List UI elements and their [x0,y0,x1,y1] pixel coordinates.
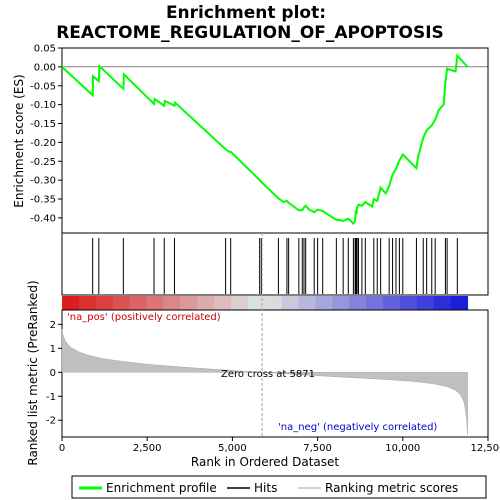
color-bar-segment [197,296,214,310]
legend-label-enrichment-profile: Enrichment profile [106,481,217,495]
color-bar-segment [96,296,113,310]
x-ticks: 0 2,500 5,000 7,500 10,000 12,500 [59,437,500,454]
rank-y-tick-label: 1 [50,344,56,355]
color-bar-segment [332,296,349,310]
zero-cross-label: Zero cross at 5871 [221,369,315,380]
x-tick-label: 0 [59,443,65,454]
x-axis-label: Rank in Ordered Dataset [191,455,339,469]
color-bar-segment [265,296,282,310]
x-tick-label: 12,500 [471,443,500,454]
legend-label-ranking-metric-scores: Ranking metric scores [325,481,458,495]
color-bar-segment [349,296,366,310]
es-y-tick-label: -0.10 [30,100,56,111]
color-bar-segment [180,296,197,310]
x-tick-label: 7,500 [303,443,332,454]
color-bar-segment [434,296,451,310]
color-bar-segment [451,296,468,310]
color-bar-segment [146,296,163,310]
es-y-ticks: 0.05 0.00 -0.05 -0.10 -0.15 -0.20 -0.25 -0.30 -0… [30,44,62,225]
hits-panel-frame [62,233,488,295]
color-bar-segment [248,296,265,310]
es-y-tick-label: -0.15 [30,119,56,130]
rank-y-tick-label: 0 [50,368,56,379]
es-y-tick-label: 0.00 [34,62,56,73]
color-bar-segment [62,296,79,310]
es-y-tick-label: 0.05 [34,44,56,55]
pos-correlated-label: 'na_pos' (positively correlated) [67,312,221,323]
x-tick-label: 2,500 [133,443,162,454]
color-bar-segment [79,296,96,310]
chart-title-line1: Enrichment plot: [166,3,326,23]
x-tick-label: 10,000 [385,443,420,454]
color-bar-segment [383,296,400,310]
neg-correlated-label: 'na_neg' (negatively correlated) [278,422,437,433]
color-bar-segment [214,296,231,310]
chart-title-line2: REACTOME_REGULATION_OF_APOPTOSIS [56,23,444,43]
x-tick-label: 5,000 [218,443,247,454]
rank-y-axis-label: Ranked list metric (PreRanked) [26,280,40,465]
rank-y-ticks: 2 1 0 -1 -2 [46,320,62,427]
es-y-tick-label: -0.05 [30,81,56,92]
color-bar-segment [315,296,332,310]
color-bar-segment [163,296,180,310]
es-y-tick-label: -0.35 [30,195,56,206]
color-bar-segment [113,296,130,310]
es-y-tick-label: -0.40 [30,213,56,224]
color-bar-segment [299,296,316,310]
color-bar-segment [130,296,147,310]
rank-y-tick-label: -1 [46,392,56,403]
color-bar-segment [282,296,299,310]
es-y-axis-label: Enrichment score (ES) [12,74,26,207]
es-y-tick-label: -0.25 [30,157,56,168]
color-bar-segment [417,296,434,310]
color-bar-segment [366,296,383,310]
es-y-tick-label: -0.20 [30,138,56,149]
color-bar-segment [231,296,248,310]
color-bar-segment [400,296,417,310]
legend-label-hits: Hits [254,481,277,495]
rank-color-bar [62,296,468,310]
rank-y-tick-label: -2 [46,416,56,427]
es-y-tick-label: -0.30 [30,176,56,187]
rank-y-tick-label: 2 [50,320,56,331]
